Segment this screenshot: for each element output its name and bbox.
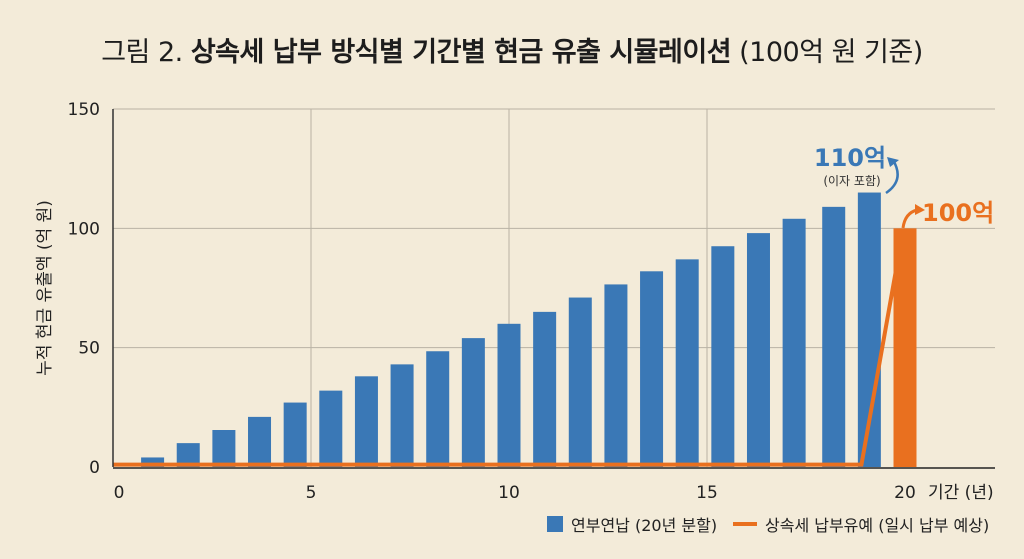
legend-item-installment: 연부연납 (20년 분할) [547,512,717,536]
bar-installment [568,297,592,467]
bar-installment [746,233,770,467]
bar-installment [533,311,557,467]
legend-label: 연부연납 (20년 분할) [571,516,718,535]
bar-installment [390,364,414,467]
bar-installment [461,338,485,467]
bar-installment [212,430,236,467]
chart-title: 그림 2. 상속세 납부 방식별 기간별 현금 유출 시뮬레이션 (100억 원… [0,30,1024,69]
arrow-100-head-icon [915,204,925,215]
bar-installment [354,376,378,467]
bar-installment [319,390,343,467]
bar-installment [711,246,735,467]
x-axis-label: 기간 (년) [928,483,994,503]
bar-installment [141,457,165,467]
annotation-110-sub: (이자 포함) [823,174,880,188]
bar-installment [822,206,846,467]
title-main: 상속세 납부 방식별 기간별 현금 유출 시뮬레이션 [190,37,732,68]
bar-installment [675,259,699,467]
annotation-110: 110억 [814,144,886,172]
bar-installment [426,351,450,467]
y-tick-label: 100 [68,219,100,239]
x-tick-label: 20 [894,483,916,503]
bar-installment [248,416,272,467]
bar-installment [497,323,521,467]
bar-installment [782,218,806,467]
legend-item-deferral: 상속세 납부유예 (일시 납부 예상) [733,512,989,536]
y-axis-label: 누적 현금 유출액 (억 원) [35,200,55,376]
line-deferral [113,263,900,467]
y-tick-label: 150 [68,100,100,120]
title-prefix: 그림 2. [101,37,183,68]
bar-installment [640,271,664,467]
y-tick-label: 0 [89,458,100,478]
bar-deferral [893,228,917,467]
bar-installment [176,443,200,467]
y-tick-label: 50 [78,339,100,359]
legend-swatch-bar [547,516,563,532]
arrow-100-icon [901,208,918,229]
legend-swatch-line [733,522,757,526]
legend-label: 상속세 납부유예 (일시 납부 예상) [765,516,990,535]
x-tick-label: 5 [306,483,317,503]
arrow-110-head-icon [887,157,899,167]
title-suffix: (100억 원 기준) [739,37,923,68]
bar-installment [604,284,628,467]
x-tick-label: 10 [498,483,520,503]
annotation-100: 100억 [922,199,994,227]
bar-installment [283,402,307,467]
x-tick-label: 0 [114,483,125,503]
x-tick-label: 15 [696,483,718,503]
